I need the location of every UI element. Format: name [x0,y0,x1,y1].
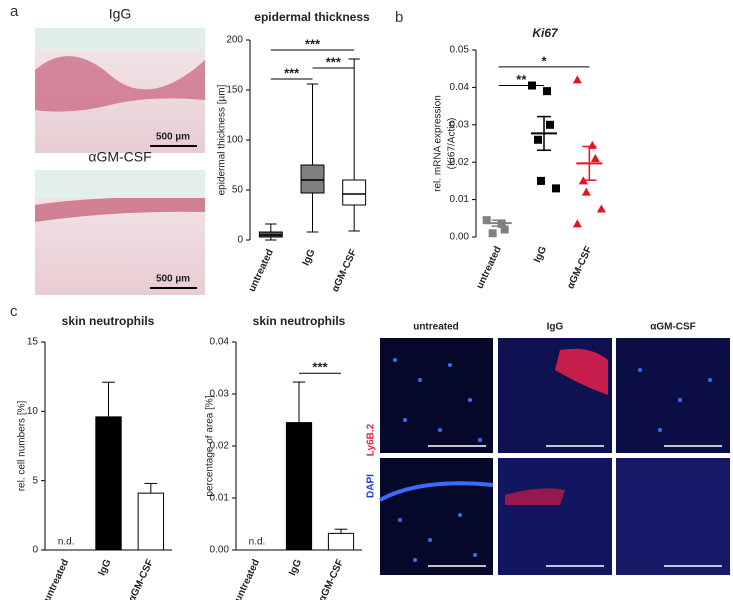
x-tick-label: IgG [97,558,114,578]
y-tick-label: 0.04 [450,82,470,93]
y-axis-title: (Ki67/Actin) [447,118,458,170]
point [546,120,554,129]
y-tick-label: 50 [232,185,244,196]
image-label: IgG [109,6,132,22]
panel-letter: c [10,303,18,320]
point [590,153,600,162]
y-axis-title: rel. mRNA expression [433,95,444,192]
point [572,75,582,84]
scale-label: 500 µm [156,274,190,285]
stain-signal [555,348,608,395]
point [543,87,551,96]
y-axis-title: percentage of area [%] [205,395,216,496]
y-tick-label: 0 [237,235,243,246]
significance-label: * [541,53,547,68]
point [534,135,542,144]
x-tick-label: αGM-CSF [565,245,594,291]
y-tick-label: 0.03 [210,389,230,400]
y-tick-label: 0.01 [210,493,230,504]
x-tick-label: αGM-CSF [317,558,346,600]
x-tick-label: αGM-CSF [330,248,359,294]
fluorescence-image [380,338,493,453]
background [35,28,205,50]
panel-letter: a [10,3,19,20]
x-tick-label: untreated [42,558,71,600]
column-label: αGM-CSF [650,322,696,333]
y-axis-title: epidermal thickness [µm] [217,84,228,195]
y-tick-label: 0.02 [450,157,470,168]
column-label: IgG [547,322,564,333]
fluorescence-image [616,458,730,575]
y-tick-label: 150 [226,85,243,96]
y-tick-label: 0 [32,545,38,556]
column-label: untreated [413,322,459,333]
y-tick-label: 200 [226,35,243,46]
y-tick-label: 10 [27,406,39,417]
panel-letter: b [395,9,403,26]
point [552,184,560,193]
stain-label: DAPI [366,474,377,498]
box [342,179,367,206]
x-tick-label: IgG [532,245,549,265]
y-tick-label: 0.00 [210,545,230,556]
value-label: n.d. [249,537,266,548]
bar [95,416,122,551]
y-tick-label: 0.03 [450,119,470,130]
significance-label: *** [284,65,300,80]
fluorescence-image [380,458,493,575]
value-label: n.d. [58,537,75,548]
x-tick-label: untreated [247,248,276,294]
fluorescence-image [616,338,730,453]
point [596,204,606,213]
significance-label: *** [326,54,342,69]
y-tick-label: 15 [27,337,39,348]
scale-label: 500 µm [156,132,190,143]
bar [285,422,313,551]
scale-bars [428,445,722,567]
point [488,229,497,238]
x-tick-label: αGM-CSF [127,558,156,600]
significance-label: *** [312,360,328,375]
x-tick-label: untreated [475,245,504,291]
y-tick-label: 0.02 [210,441,230,452]
y-axis-title: rel. cell numbers [%] [17,400,28,491]
point [537,176,545,185]
y-tick-label: 100 [226,135,243,146]
y-tick-label: 0.05 [450,45,470,56]
point [581,187,591,196]
stain-signal [505,488,565,505]
chart-title: Ki67 [532,26,559,40]
significance-label: *** [305,36,321,51]
x-tick-label: IgG [287,558,304,578]
chart-title: epidermal thickness [254,10,370,24]
y-tick-label: 0.01 [450,194,470,205]
nuclei [393,358,712,562]
bar [327,532,355,551]
point [572,219,582,228]
fluorescence-image [498,458,612,575]
point [500,225,509,234]
stain-label: Ly6B.2 [366,423,377,456]
image-label: αGM-CSF [88,149,151,165]
chart-title: skin neutrophils [253,314,346,328]
x-tick-label: untreated [233,558,262,600]
bar [137,492,165,551]
significance-label: ** [516,72,527,87]
point [482,216,491,225]
y-tick-label: 5 [32,475,38,486]
y-tick-label: 0.00 [450,232,470,243]
background [35,170,205,198]
tissue [35,197,205,222]
y-tick-label: 0.04 [210,337,230,348]
chart-title: skin neutrophils [62,314,155,328]
stain-signal [379,481,494,502]
box [300,164,325,194]
tissue [35,56,205,112]
x-tick-label: IgG [301,248,318,268]
fluorescence-grid: untreated IgG αGM-CSF Ly6B.2 DAPI [366,322,730,575]
